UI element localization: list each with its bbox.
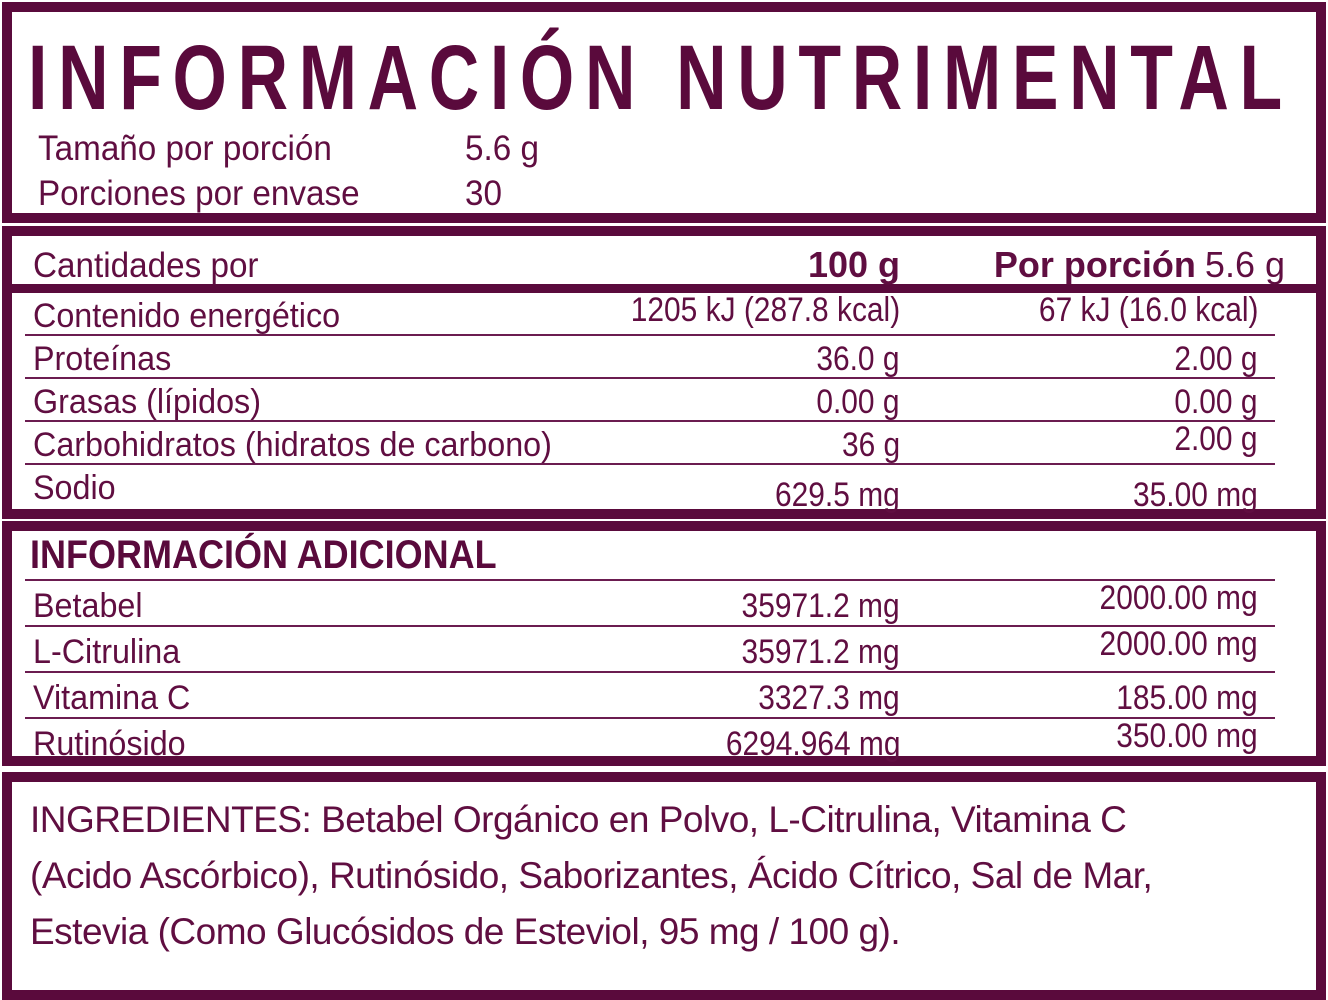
row-divider xyxy=(25,463,1275,465)
additional-info-title: INFORMACIÓN ADICIONAL xyxy=(30,533,497,577)
nutrient-name: L-Citrulina xyxy=(33,633,181,671)
value-per-100g: 629.5 mg xyxy=(775,476,900,514)
row-divider xyxy=(25,717,1275,719)
value-per-portion: 2.00 g xyxy=(1174,340,1258,378)
value-per-portion: 185.00 mg xyxy=(1116,679,1258,717)
row-divider xyxy=(25,420,1275,422)
col-header-portion: Por porción 5.6 g xyxy=(994,244,1285,286)
row-divider xyxy=(25,377,1275,379)
table-row: Rutinósido 6294.964 mg 350.00 mg xyxy=(12,717,1316,763)
row-divider xyxy=(25,625,1275,627)
table-row: Proteínas 36.0 g 2.00 g xyxy=(12,336,1316,378)
nutrition-rows: Contenido energético 1205 kJ (287.8 kcal)… xyxy=(12,291,1316,514)
table-row: Vitamina C 3327.3 mg 185.00 mg xyxy=(12,673,1316,717)
nutrient-name: Rutinósido xyxy=(33,725,186,763)
header-panel: INFORMACIÓN NUTRIMENTAL Tamaño por porci… xyxy=(2,2,1326,223)
additional-info-panel: INFORMACIÓN ADICIONAL Betabel 35971.2 mg 2… xyxy=(2,521,1326,766)
divider xyxy=(25,579,1275,581)
nutrient-name: Betabel xyxy=(33,587,143,625)
value-per-portion: 67 kJ (16.0 kcal) xyxy=(1038,291,1258,329)
value-per-100g: 36.0 g xyxy=(816,340,900,378)
value-per-portion: 35.00 mg xyxy=(1133,476,1258,514)
value-per-portion: 2000.00 mg xyxy=(1099,579,1258,617)
amounts-per-label: Cantidades por xyxy=(33,246,259,285)
table-row: L-Citrulina 35971.2 mg 2000.00 mg xyxy=(12,625,1316,671)
row-divider xyxy=(25,671,1275,673)
value-per-100g: 35971.2 mg xyxy=(741,587,900,625)
header-divider xyxy=(12,284,1316,293)
nutrient-name: Sodio xyxy=(33,469,116,507)
value-per-100g: 6294.964 mg xyxy=(725,725,900,763)
row-divider xyxy=(25,334,1275,336)
value-per-portion: 2000.00 mg xyxy=(1099,625,1258,663)
nutrition-table-panel: Cantidades por 100 g Por porción 5.6 g Co… xyxy=(2,226,1326,519)
servings-per-container-value: 30 xyxy=(465,173,502,213)
serving-size-value: 5.6 g xyxy=(465,128,539,168)
nutrient-name: Proteínas xyxy=(33,340,172,378)
value-per-portion: 2.00 g xyxy=(1174,420,1258,458)
serving-info: Tamaño por porción 5.6 g Porciones por e… xyxy=(38,126,1316,216)
col-header-portion-value: 5.6 g xyxy=(1204,244,1285,285)
value-per-100g: 3327.3 mg xyxy=(758,679,900,717)
table-row: Contenido energético 1205 kJ (287.8 kcal)… xyxy=(12,291,1316,335)
table-header-row: Cantidades por 100 g Por porción 5.6 g xyxy=(12,236,1316,286)
table-row: Grasas (lípidos) 0.00 g 0.00 g xyxy=(12,379,1316,421)
value-per-portion: 0.00 g xyxy=(1174,383,1258,421)
label-title: INFORMACIÓN NUTRIMENTAL xyxy=(28,27,1293,129)
serving-size-label: Tamaño por porción xyxy=(38,128,332,168)
ingredients-text: INGREDIENTES: Betabel Orgánico en Polvo,… xyxy=(30,799,1153,952)
servings-per-container-label: Porciones por envase xyxy=(38,173,360,213)
value-per-100g: 0.00 g xyxy=(816,383,900,421)
value-per-portion: 350.00 mg xyxy=(1116,717,1258,755)
value-per-100g: 1205 kJ (287.8 kcal) xyxy=(630,291,900,329)
col-header-100g: 100 g xyxy=(807,244,900,285)
nutrient-name: Vitamina C xyxy=(33,679,191,717)
table-row: Betabel 35971.2 mg 2000.00 mg xyxy=(12,579,1316,625)
table-row: Carbohidratos (hidratos de carbono) 36 g 2… xyxy=(12,420,1316,464)
table-row: Sodio 629.5 mg 35.00 mg xyxy=(12,465,1316,514)
serving-size-row: Tamaño por porción 5.6 g xyxy=(38,126,1316,171)
value-per-100g: 35971.2 mg xyxy=(741,633,900,671)
ingredients-panel: INGREDIENTES: Betabel Orgánico en Polvo,… xyxy=(2,772,1326,1000)
nutrient-name: Grasas (lípidos) xyxy=(33,383,261,421)
nutrient-name: Carbohidratos (hidratos de carbono) xyxy=(33,426,552,464)
servings-per-container-row: Porciones por envase 30 xyxy=(38,171,1316,216)
value-per-100g: 36 g xyxy=(841,426,900,464)
additional-rows: Betabel 35971.2 mg 2000.00 mg L-Citrulina 35… xyxy=(12,579,1316,763)
col-header-portion-label: Por porción xyxy=(993,244,1196,285)
nutrient-name: Contenido energético xyxy=(33,297,341,335)
